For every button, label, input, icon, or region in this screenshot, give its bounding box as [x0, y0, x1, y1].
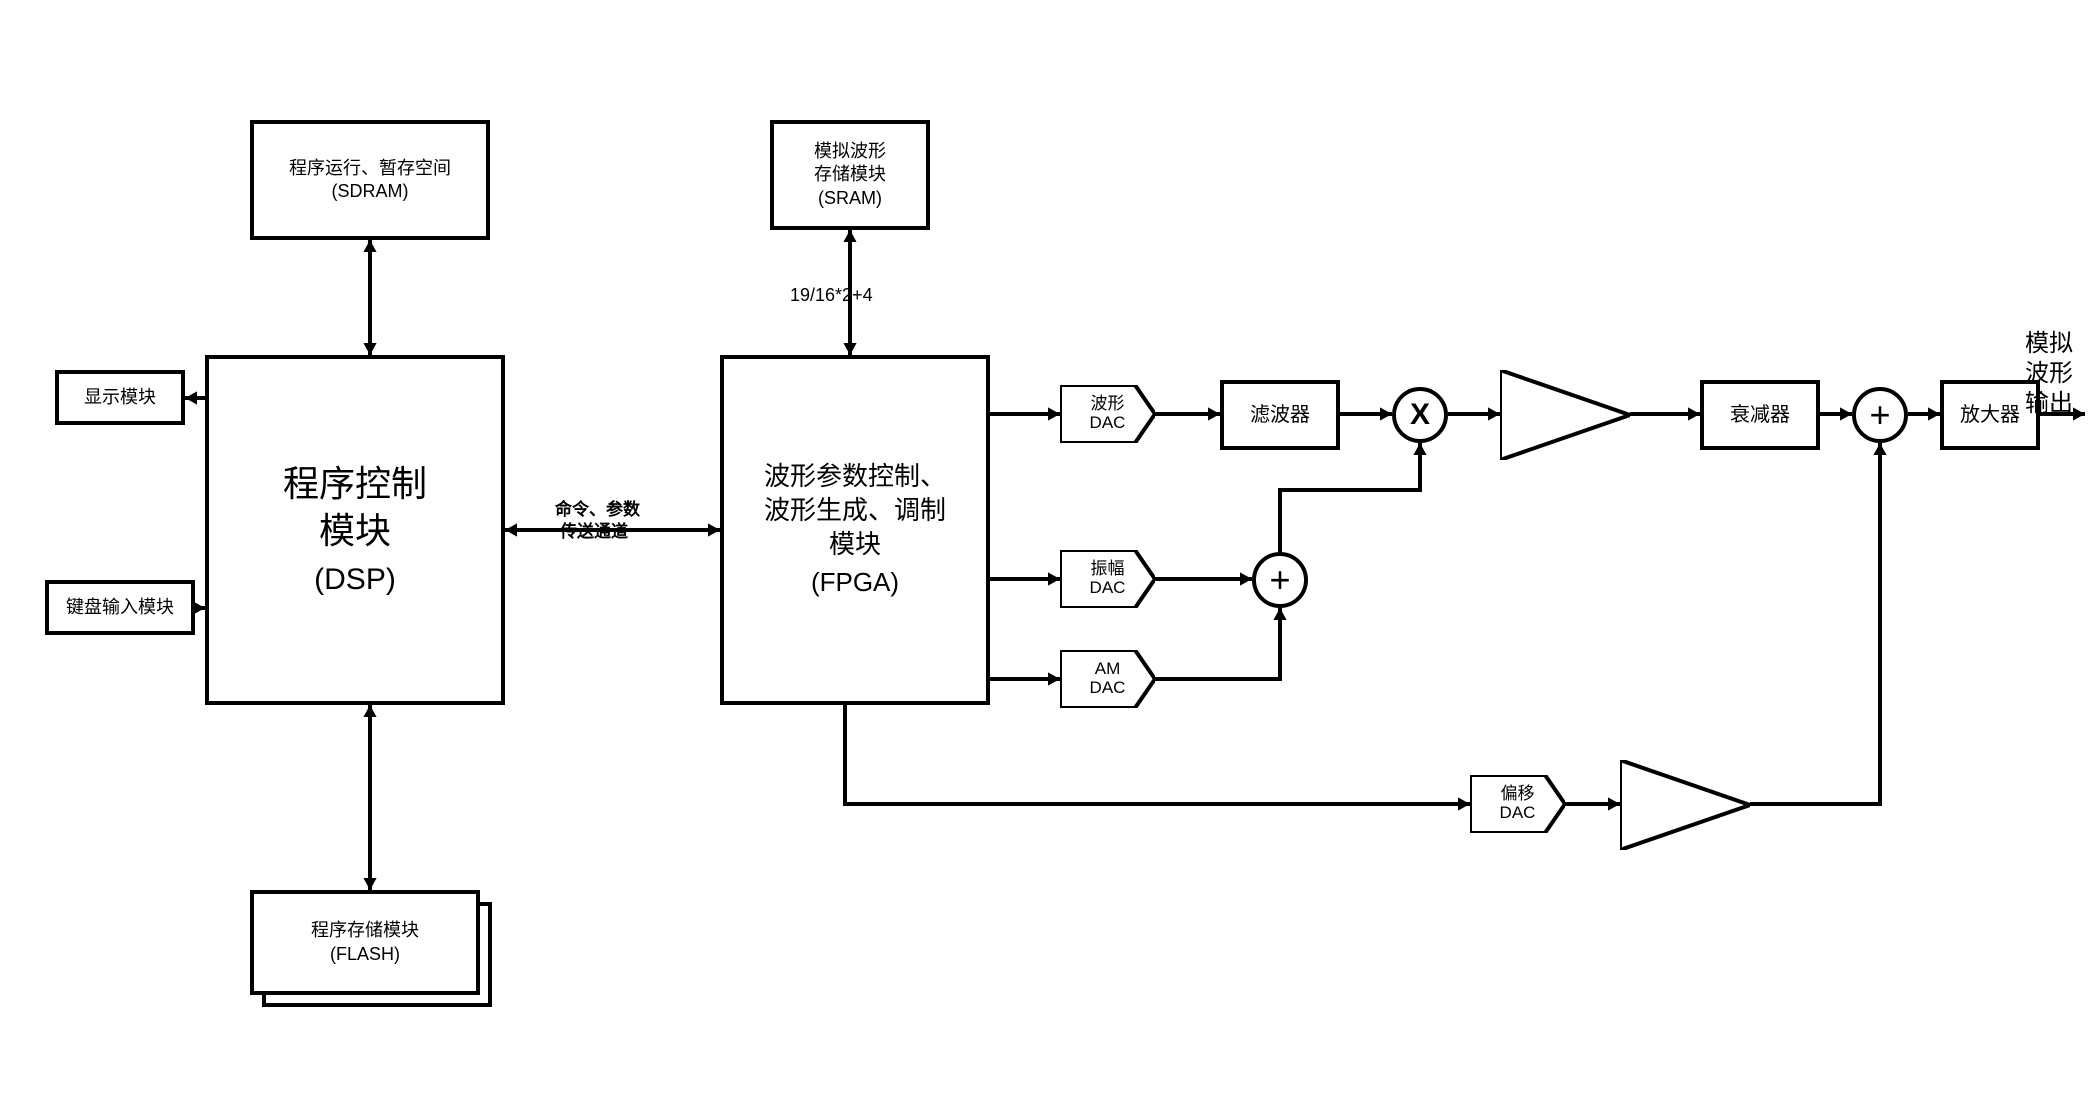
fpga-line2: 波形生成、调制	[764, 494, 946, 528]
flash-line2: (FLASH)	[311, 943, 419, 966]
sdram-line1: 程序运行、暂存空间	[289, 157, 451, 180]
sram-line1: 模拟波形	[814, 140, 886, 163]
block-dsp: 程序控制 模块 (DSP)	[205, 355, 505, 705]
block-sdram: 程序运行、暂存空间 (SDRAM)	[250, 120, 490, 240]
dsp-line3: (DSP)	[283, 560, 427, 599]
display-label: 显示模块	[84, 386, 156, 409]
cmd-channel-label-2: 传送通道	[560, 522, 628, 542]
dsp-line2: 模块	[283, 508, 427, 555]
fpga-line3: 模块	[764, 528, 946, 562]
dsp-line1: 程序控制	[283, 461, 427, 508]
block-flash: 程序存储模块 (FLASH)	[250, 890, 480, 995]
wave-dac-l2: DAC	[1090, 414, 1126, 433]
op-plus-2: +	[1852, 387, 1908, 443]
block-fpga: 波形参数控制、 波形生成、调制 模块 (FPGA)	[720, 355, 990, 705]
op-multiply: X	[1392, 387, 1448, 443]
offset-dac-l1: 偏移	[1500, 785, 1536, 804]
am-dac-l1: AM	[1090, 660, 1126, 679]
keyboard-label: 键盘输入模块	[66, 596, 174, 619]
block-filter: 滤波器	[1220, 380, 1340, 450]
plus2-symbol: +	[1869, 394, 1890, 436]
block-amp-dac: 振幅 DAC	[1060, 550, 1155, 608]
op-plus-1: +	[1252, 552, 1308, 608]
amp-triangle-1	[1500, 370, 1630, 460]
block-am-dac: AM DAC	[1060, 650, 1155, 708]
output-label-1: 模拟	[2025, 330, 2073, 359]
block-attenuator: 衰减器	[1700, 380, 1820, 450]
wave-dac-l1: 波形	[1090, 395, 1126, 414]
diagram-canvas: 程序运行、暂存空间 (SDRAM) 显示模块 程序控制 模块 (DSP) 键盘输…	[0, 0, 2088, 1098]
plus1-symbol: +	[1269, 559, 1290, 601]
output-label-2: 波形	[2025, 360, 2073, 389]
amp-triangle-2	[1620, 760, 1750, 850]
amplifier-label: 放大器	[1960, 402, 2020, 428]
filter-label: 滤波器	[1250, 402, 1310, 428]
block-display: 显示模块	[55, 370, 185, 425]
block-keyboard: 键盘输入模块	[45, 580, 195, 635]
attenuator-label: 衰减器	[1730, 402, 1790, 428]
mult-symbol: X	[1410, 398, 1430, 432]
bus-spec-label: 19/16*2+4	[790, 285, 873, 307]
am-dac-l2: DAC	[1090, 679, 1126, 698]
sdram-line2: (SDRAM)	[289, 180, 451, 203]
block-wave-dac: 波形 DAC	[1060, 385, 1155, 443]
fpga-line4: (FPGA)	[764, 566, 946, 600]
amp-dac-l1: 振幅	[1090, 560, 1126, 579]
flash-line1: 程序存储模块	[311, 919, 419, 942]
sram-line3: (SRAM)	[814, 187, 886, 210]
fpga-line1: 波形参数控制、	[764, 460, 946, 494]
block-offset-dac: 偏移 DAC	[1470, 775, 1565, 833]
offset-dac-l2: DAC	[1500, 804, 1536, 823]
amp-dac-l2: DAC	[1090, 579, 1126, 598]
output-label-3: 输出	[2025, 390, 2073, 419]
cmd-channel-label-1: 命令、参数	[555, 500, 640, 520]
block-sram: 模拟波形 存储模块 (SRAM)	[770, 120, 930, 230]
sram-line2: 存储模块	[814, 163, 886, 186]
